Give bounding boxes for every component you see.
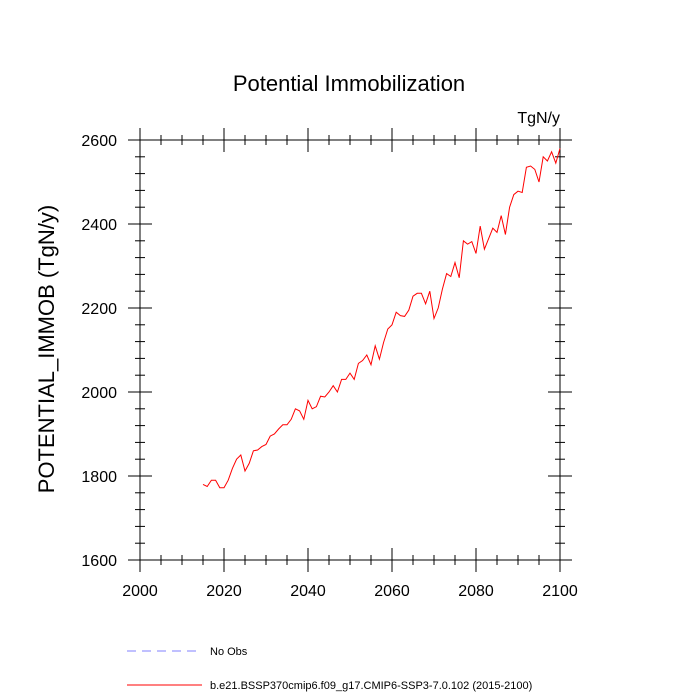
x-tick-label: 2040 [290,583,326,600]
y-tick-label: 1600 [81,553,117,570]
tick-labels: 2000 2020 2040 2060 2080 2100 1600 1800 2000 2200… [81,133,577,600]
axis-ticks [128,128,572,572]
x-tick-label: 2060 [374,583,410,600]
x-tick-label: 2000 [122,583,158,600]
series-line [202,148,561,489]
x-tick-label: 2080 [458,583,494,600]
y-tick-label: 2400 [81,217,117,234]
y-tick-label: 2000 [81,385,117,402]
y-tick-label: 2600 [81,133,117,150]
legend-label: b.e21.BSSP370cmip6.f09_g17.CMIP6-SSP3-7.… [210,680,532,692]
legend: No Obs b.e21.BSSP370cmip6.f09_g17.CMIP6-S… [127,646,532,692]
plot-frame [139,139,561,561]
series-layer [202,148,561,489]
chart-title: Potential Immobilization [233,71,465,96]
legend-label: No Obs [210,646,248,658]
units-label: TgN/y [517,110,560,127]
y-axis-label: POTENTIAL_IMMOB (TgN/y) [34,205,59,493]
x-tick-label: 2020 [206,583,242,600]
y-tick-label: 2200 [81,301,117,318]
y-tick-label: 1800 [81,469,117,486]
x-tick-label: 2100 [542,583,578,600]
